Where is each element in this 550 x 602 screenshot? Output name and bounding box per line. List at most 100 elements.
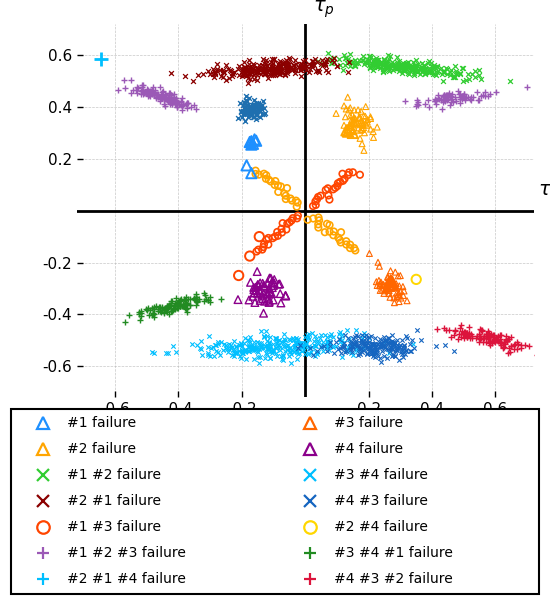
Point	[444, 95, 453, 104]
Point	[163, 95, 172, 105]
Point	[458, 63, 467, 72]
Point	[250, 288, 259, 298]
Point	[278, 64, 287, 74]
Point	[387, 280, 395, 290]
Point	[172, 99, 180, 109]
Point	[367, 338, 376, 348]
Point	[354, 105, 362, 114]
Point	[363, 117, 372, 127]
Point	[389, 339, 398, 349]
Point	[497, 340, 505, 350]
Point	[368, 348, 377, 358]
Point	[262, 349, 271, 359]
Point	[352, 345, 361, 355]
Point	[377, 346, 386, 356]
Point	[147, 347, 156, 357]
Point	[480, 92, 489, 101]
Point	[383, 61, 392, 71]
Point	[311, 332, 320, 341]
Point	[170, 92, 179, 102]
Point	[437, 69, 446, 79]
Point	[264, 240, 273, 249]
Point	[172, 293, 180, 302]
Point	[280, 347, 289, 356]
Point	[144, 85, 153, 95]
Point	[175, 300, 184, 310]
Point	[295, 338, 304, 347]
Point	[356, 107, 365, 116]
Point	[351, 337, 360, 346]
Point	[260, 65, 268, 75]
Point	[461, 328, 470, 338]
Point	[339, 176, 348, 185]
Point	[269, 339, 278, 349]
Point	[239, 106, 248, 116]
Point	[178, 101, 187, 110]
Point	[497, 330, 505, 340]
Point	[417, 58, 426, 67]
Point	[165, 88, 174, 98]
Point	[456, 89, 465, 99]
Point	[145, 310, 153, 320]
Point	[192, 297, 201, 306]
Point	[402, 346, 411, 355]
Point	[249, 60, 258, 70]
Point	[292, 333, 300, 343]
Point	[329, 53, 338, 63]
Point	[392, 279, 400, 288]
Point	[382, 57, 390, 66]
Point	[260, 64, 268, 73]
Point	[282, 61, 291, 71]
Point	[490, 335, 498, 344]
Point	[268, 65, 277, 75]
Point	[173, 102, 182, 111]
Point	[368, 60, 377, 69]
Point	[252, 347, 261, 356]
Point	[388, 66, 397, 75]
Point	[309, 56, 317, 66]
Point	[439, 90, 448, 99]
Point	[399, 340, 408, 350]
Point	[488, 337, 497, 346]
Point	[284, 58, 293, 67]
Point	[342, 53, 351, 63]
Point	[219, 67, 228, 76]
Point	[254, 98, 262, 108]
Point	[201, 290, 210, 300]
Point	[391, 267, 400, 277]
Point	[329, 348, 338, 358]
Point	[156, 306, 165, 316]
Point	[360, 57, 369, 66]
Point	[395, 291, 404, 301]
Point	[304, 67, 313, 76]
Point	[256, 296, 265, 305]
Point	[268, 67, 277, 77]
Point	[217, 337, 226, 347]
Point	[147, 85, 156, 95]
Point	[214, 347, 223, 356]
Point	[140, 88, 148, 98]
Point	[268, 234, 277, 243]
Point	[233, 64, 242, 73]
Point	[356, 116, 365, 126]
Point	[342, 240, 351, 249]
Point	[313, 56, 322, 66]
Point	[389, 293, 398, 303]
Point	[359, 111, 368, 120]
Point	[388, 57, 397, 66]
Point	[243, 64, 251, 73]
Point	[368, 61, 377, 70]
Point	[269, 62, 278, 72]
Point	[272, 333, 280, 343]
Point	[161, 93, 170, 103]
Point	[294, 211, 302, 220]
Point	[267, 289, 276, 299]
Point	[468, 333, 477, 343]
Point	[424, 67, 432, 76]
Point	[321, 58, 329, 68]
Point	[249, 64, 257, 73]
Point	[265, 296, 274, 306]
Point	[171, 95, 180, 105]
Point	[408, 64, 416, 74]
Point	[258, 64, 267, 74]
